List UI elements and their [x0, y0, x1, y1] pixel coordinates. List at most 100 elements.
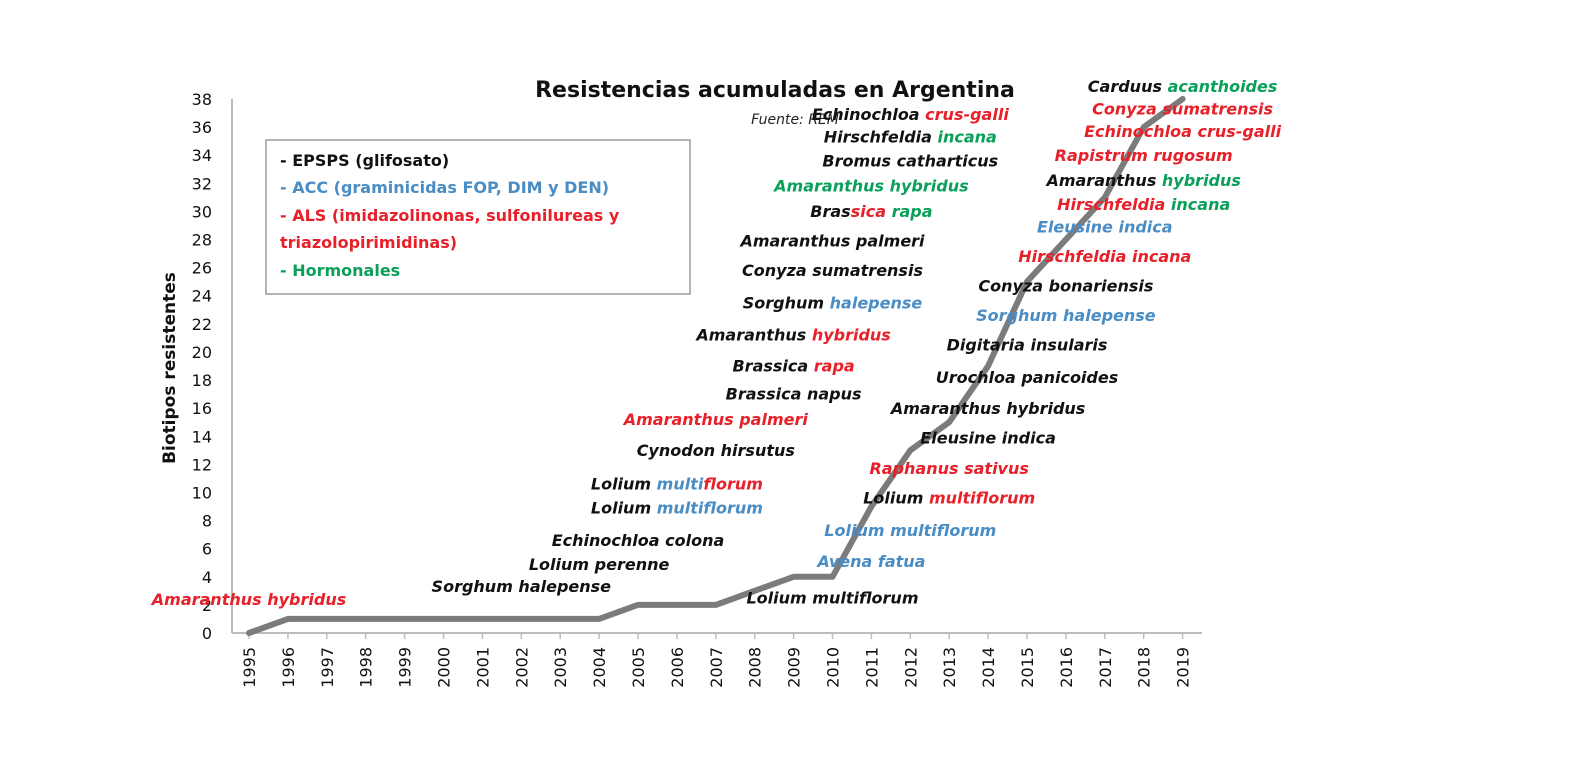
legend-box	[265, 139, 691, 295]
y-tick-label: 36	[192, 118, 212, 137]
x-tick-label: 1995	[240, 647, 259, 688]
species-label: Amaranthus palmeri	[738, 232, 925, 251]
species-label: Raphanus sativus	[869, 459, 1028, 478]
x-tick-label: 1997	[318, 647, 337, 688]
species-label: Lolium multiflorum	[863, 489, 1035, 508]
species-label-part: Amaranthus	[694, 326, 811, 345]
species-label: Echinochloa crus-galli	[1084, 122, 1282, 141]
species-label-part: Lolium multiflorum	[746, 588, 918, 607]
legend-entry: - Hormonales	[280, 261, 400, 280]
y-tick-label: 4	[202, 568, 212, 587]
species-label: Sorghum halepense	[743, 293, 923, 312]
x-tick-label: 2001	[473, 647, 492, 688]
x-tick-label: 1996	[279, 647, 298, 688]
species-label: Lolium multiflorum	[591, 499, 763, 518]
species-label-part: Hirschfeldia	[824, 128, 938, 147]
species-label-part: Sorghum halepense	[976, 306, 1156, 325]
x-tick-label: 2004	[590, 647, 609, 688]
y-tick-label: 22	[192, 315, 212, 334]
species-label-part: Hirschfeldia incana	[1018, 247, 1191, 266]
species-label: Avena fatua	[815, 552, 925, 571]
species-label: Conyza sumatrensis	[1092, 99, 1273, 118]
species-label: Carduus acanthoides	[1088, 77, 1278, 96]
x-tick-label: 2015	[1018, 647, 1037, 688]
species-label: Urochloa panicoides	[936, 368, 1119, 387]
species-label-part: Urochloa panicoides	[936, 368, 1119, 387]
species-label: Amaranthus hybridus	[772, 177, 968, 196]
species-label: Sorghum halepense	[432, 577, 612, 596]
species-label: Eleusine indica	[1037, 218, 1173, 237]
x-tick-label: 2002	[512, 647, 531, 688]
x-tick-label: 2003	[551, 647, 570, 688]
species-label-part: acanthoides	[1168, 77, 1278, 96]
species-label-part: rapa	[814, 357, 855, 376]
y-tick-label: 20	[192, 343, 212, 362]
species-label-part: multi	[657, 475, 704, 494]
species-label-part: Amaranthus palmeri	[622, 410, 809, 429]
species-label-part: Lolium	[591, 499, 657, 518]
series-cumulative	[246, 96, 1186, 636]
y-tick-label: 38	[192, 90, 212, 109]
species-label: Digitaria insularis	[947, 336, 1108, 355]
x-tick-label: 2005	[629, 647, 648, 688]
species-label-part: Lolium multiflorum	[824, 521, 996, 540]
y-tick-label: 16	[192, 399, 212, 418]
legend-entry: - ALS (imidazolinonas, sulfonilureas y	[280, 206, 620, 225]
species-label-part: Digitaria insularis	[947, 336, 1108, 355]
species-label: Lolium multiflorum	[591, 475, 763, 494]
y-tick-label: 10	[192, 483, 212, 502]
y-tick-label: 12	[192, 455, 212, 474]
species-label: Brassica napus	[726, 385, 862, 404]
species-label-part: Bromus catharticus	[822, 151, 998, 170]
species-label-part: Amaranthus hybridus	[150, 590, 346, 609]
species-label-part: Brassica napus	[726, 385, 862, 404]
y-tick-label: 32	[192, 174, 212, 193]
x-tick-label: 2019	[1174, 647, 1193, 688]
y-tick-label: 30	[192, 202, 212, 221]
legend-entry: - EPSPS (glifosato)	[280, 151, 449, 170]
species-label-part: Eleusine indica	[1037, 218, 1173, 237]
species-label-part: Brassica	[732, 357, 813, 376]
species-label-part: Conyza bonariensis	[978, 277, 1153, 296]
species-label: Bromus catharticus	[822, 151, 998, 170]
species-label-part: halepense	[830, 293, 923, 312]
species-label-part: Sorghum	[743, 293, 830, 312]
species-label-part: Echinochloa	[812, 105, 925, 124]
x-tick-label: 2008	[746, 647, 765, 688]
x-tick-label: 2018	[1135, 647, 1154, 688]
species-label-part: Carduus	[1088, 77, 1168, 96]
species-label: Conyza sumatrensis	[742, 261, 923, 280]
x-tick-label: 2013	[940, 647, 959, 688]
species-label: Amaranthus palmeri	[622, 410, 809, 429]
species-label-part: multiflorum	[657, 499, 763, 518]
x-tick-label: 2017	[1096, 647, 1115, 688]
legend: - EPSPS (glifosato) - ACC (graminicidas F…	[280, 151, 620, 280]
x-tick-label: 2014	[979, 647, 998, 688]
species-label: Lolium multiflorum	[746, 588, 918, 607]
x-axis: 1995 1996 1997 1998 1999 2000 2001 2002 2003 2004…	[240, 633, 1193, 688]
species-label-part: Sorghum halepense	[432, 577, 612, 596]
species-label-part: Echinochloa crus-galli	[1084, 122, 1282, 141]
species-label: Sorghum halepense	[976, 306, 1156, 325]
species-label: Echinochloa crus-galli	[812, 105, 1010, 124]
species-label-part: incana	[1171, 195, 1230, 214]
x-tick-label: 2009	[785, 647, 804, 688]
y-tick-label: 28	[192, 231, 212, 250]
y-tick-label: 18	[192, 371, 212, 390]
legend-entry: triazolopirimidinas)	[280, 233, 457, 252]
species-label: Rapistrum rugosum	[1055, 146, 1233, 165]
y-tick-label: 24	[192, 287, 212, 306]
annotations: Amaranthus hybridus Sorghum halepense Loli…	[150, 77, 1282, 609]
species-label-part: rapa	[892, 202, 933, 221]
legend-entry: - ACC (graminicidas FOP, DIM y DEN)	[280, 178, 609, 197]
species-label-part: Lolium	[863, 489, 929, 508]
species-label-part: Echinochloa colona	[552, 531, 725, 550]
y-tick-label: 34	[192, 146, 212, 165]
species-label-part: multiflorum	[929, 489, 1035, 508]
species-label: Cynodon hirsutus	[637, 441, 795, 460]
species-label: Lolium multiflorum	[824, 521, 996, 540]
species-label: Amaranthus hybridus	[889, 399, 1085, 418]
species-label-part: crus-galli	[925, 105, 1009, 124]
species-label: Brassica rapa	[732, 357, 854, 376]
